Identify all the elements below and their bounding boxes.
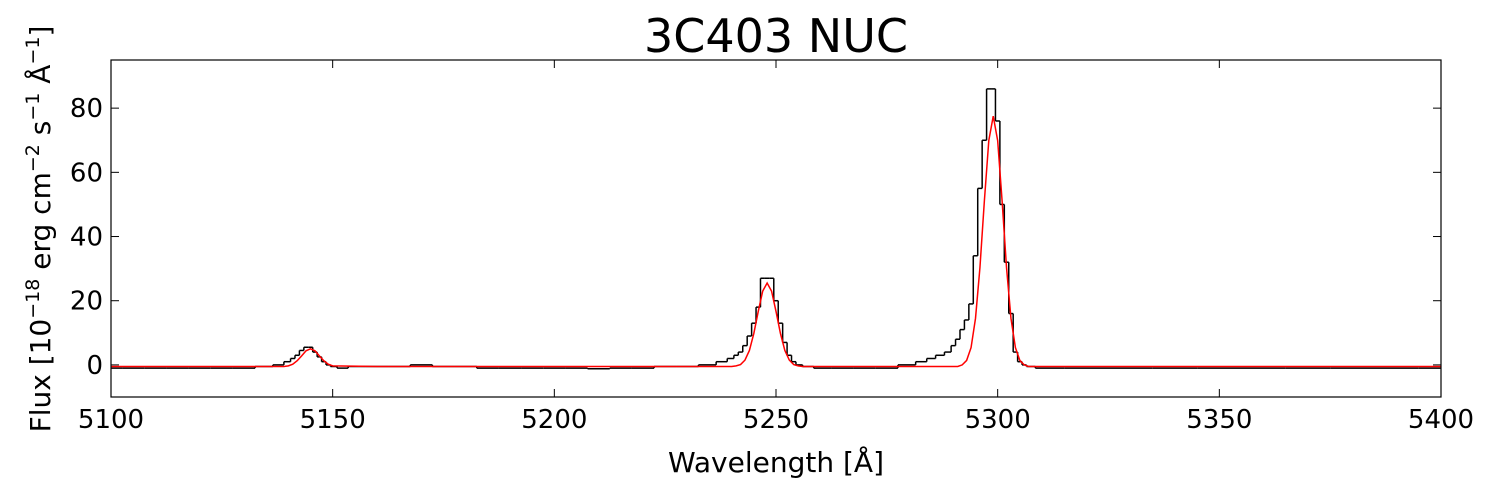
x-axis-label: Wavelength [Å]: [668, 445, 884, 479]
plot-area: [111, 88, 1441, 370]
y-axis-label: Flux [10−18 erg cm−2 s−1 Å−1]: [22, 26, 57, 433]
y-label-part: ]: [24, 26, 57, 37]
y-tick-label: 20: [70, 287, 103, 317]
y-tick-label: 40: [70, 223, 103, 253]
x-tick-label: 5350: [1186, 405, 1252, 435]
x-tick-label: 5100: [78, 405, 144, 435]
x-tick-label: 5200: [521, 405, 587, 435]
x-tick-label: 5300: [965, 405, 1031, 435]
y-label-superscript: −1: [22, 37, 44, 65]
y-tick-label: 0: [86, 351, 103, 381]
y-label-superscript: −2: [22, 144, 44, 172]
y-label-part: Å: [23, 65, 57, 93]
x-tick-label: 5400: [1408, 405, 1474, 435]
y-label-superscript: −1: [22, 93, 44, 121]
y-label-part: s: [24, 121, 57, 145]
plot-frame: [110, 59, 1442, 398]
y-label-superscript: −18: [22, 279, 44, 319]
y-label-part: erg cm: [24, 172, 57, 279]
chart-title: 3C403 NUC: [644, 9, 908, 63]
y-tick-label: 80: [70, 94, 103, 124]
x-tick-label: 5150: [300, 405, 366, 435]
y-label-part: Flux [10: [24, 319, 57, 433]
y-tick-label: 60: [70, 158, 103, 188]
x-tick-label: 5250: [743, 405, 809, 435]
fit-line: [111, 116, 1441, 368]
